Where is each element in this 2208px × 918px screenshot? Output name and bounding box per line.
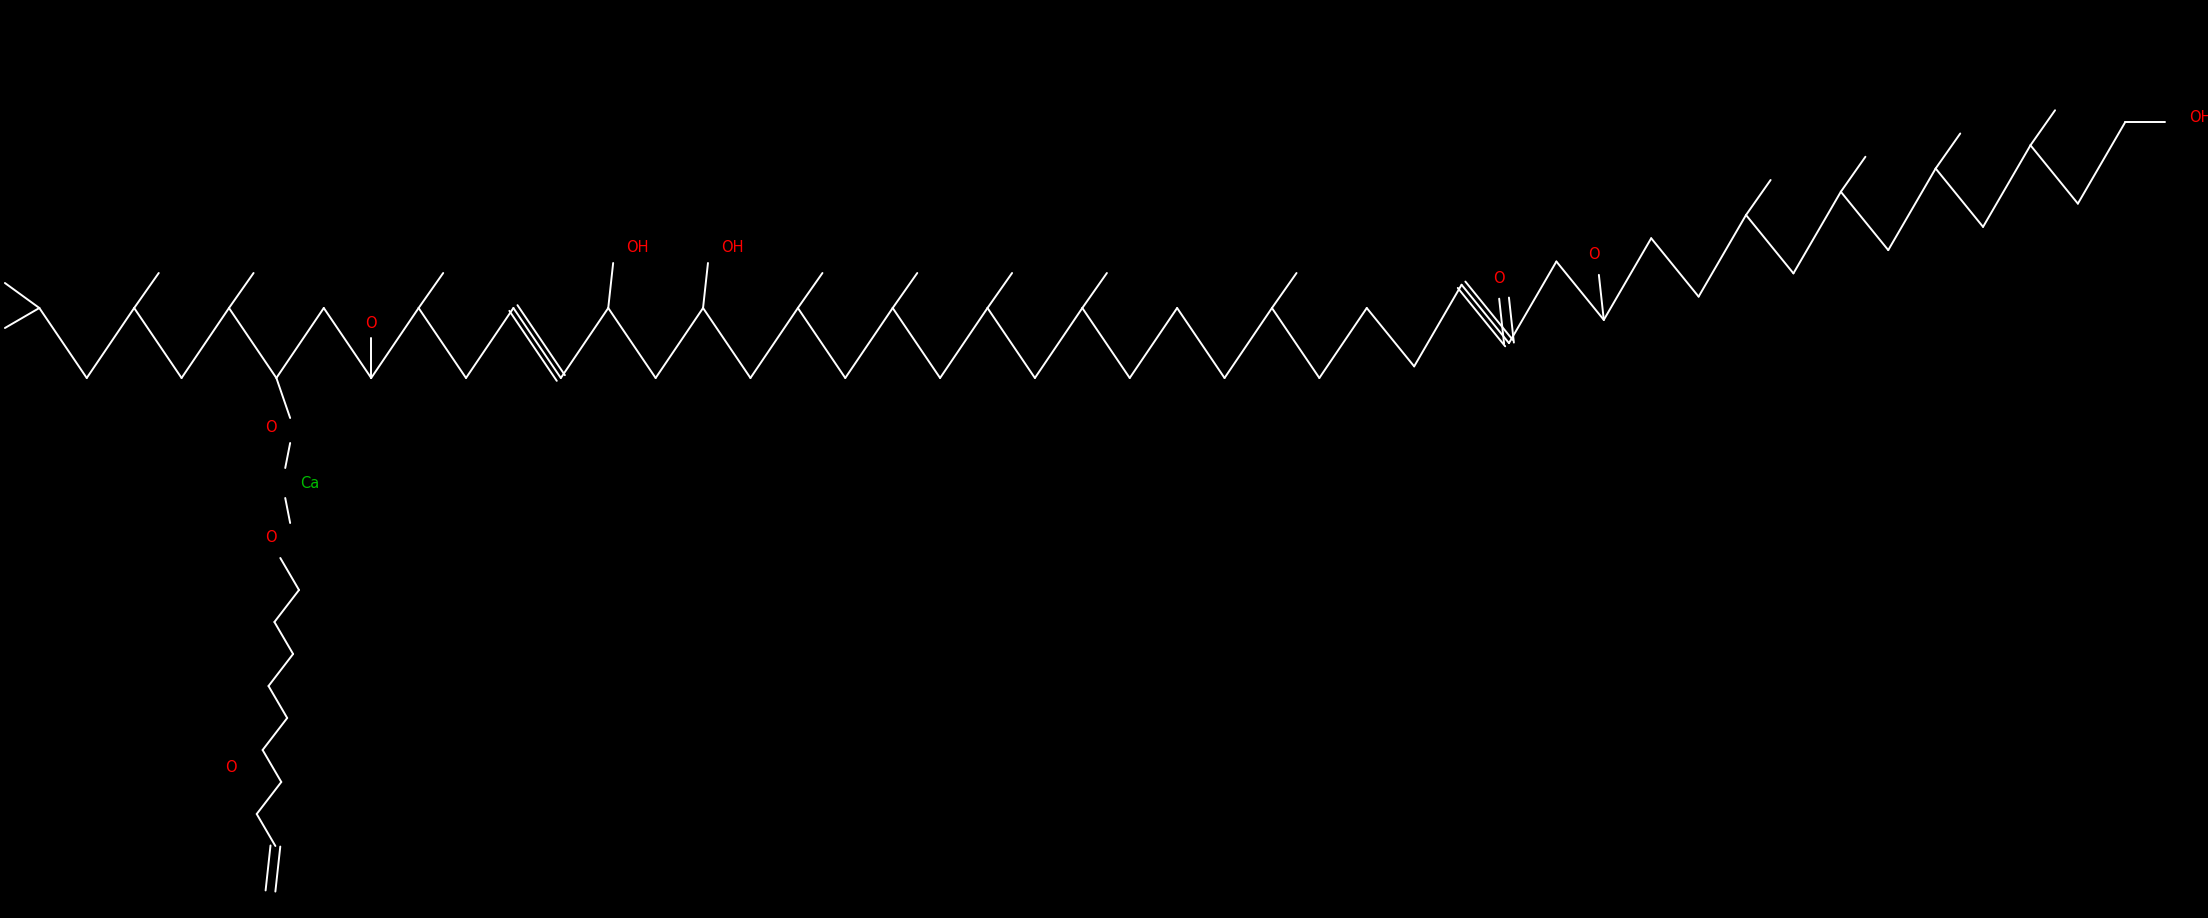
- Text: OH: OH: [722, 241, 744, 255]
- Text: O: O: [1588, 247, 1601, 263]
- Text: O: O: [265, 420, 276, 435]
- Text: O: O: [1493, 271, 1506, 285]
- Text: O: O: [364, 316, 378, 330]
- Text: O: O: [225, 760, 236, 776]
- Text: O: O: [265, 531, 276, 545]
- Text: OH: OH: [2188, 109, 2208, 125]
- Text: OH: OH: [627, 241, 649, 255]
- Text: Ca: Ca: [300, 476, 320, 490]
